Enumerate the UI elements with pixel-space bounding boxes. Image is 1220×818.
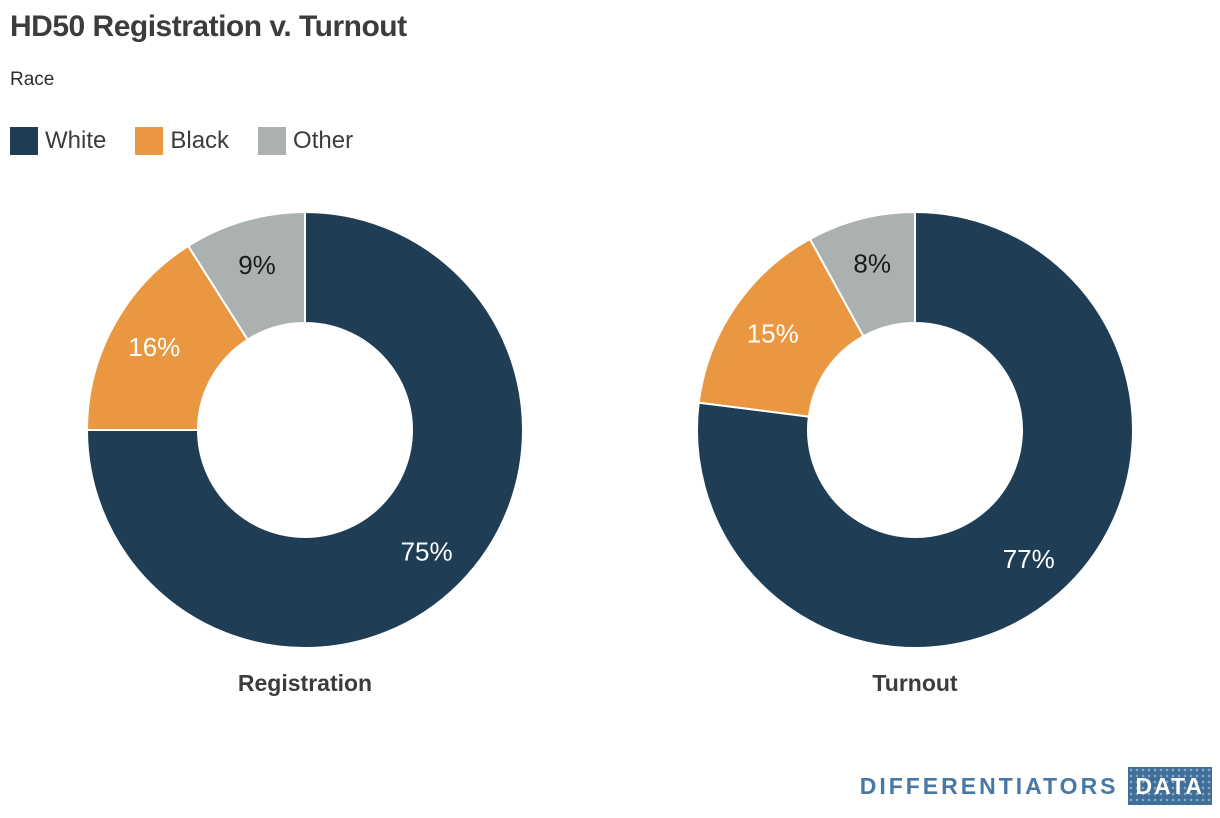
donut-chart-turnout: 77% 15% 8% bbox=[696, 210, 1134, 649]
chart-caption-registration: Registration bbox=[237, 670, 373, 696]
slice-label-black: 15% bbox=[747, 318, 799, 348]
slice-label-white: 75% bbox=[401, 537, 453, 567]
legend-label: White bbox=[45, 127, 107, 154]
legend-label: Black bbox=[170, 127, 230, 154]
legend-item-white: White bbox=[10, 127, 106, 155]
legend-item-black: Black bbox=[135, 127, 229, 155]
pie-slice-white bbox=[85, 210, 524, 649]
pie-slice-other bbox=[808, 210, 916, 338]
legend-item-other: Other bbox=[258, 127, 353, 155]
legend-swatch-other bbox=[258, 127, 287, 155]
slice-label-black: 16% bbox=[128, 332, 180, 362]
brand-badge: DATA bbox=[1127, 767, 1212, 805]
page-title: HD50 Registration v. Turnout bbox=[10, 10, 407, 43]
legend-swatch-white bbox=[10, 127, 38, 155]
pie-slice-other bbox=[186, 210, 306, 342]
legend: White Black Other bbox=[10, 127, 382, 155]
donut-chart-registration: 75% 16% 9% bbox=[85, 210, 524, 649]
legend-label: Other bbox=[293, 127, 354, 154]
pie-slice-white bbox=[696, 210, 1134, 649]
slice-label-white: 77% bbox=[1003, 544, 1055, 574]
slice-label-other: 9% bbox=[238, 250, 276, 280]
chart-subtitle: Race bbox=[10, 69, 55, 90]
pie-slice-black bbox=[697, 237, 865, 418]
chart-caption-turnout: Turnout bbox=[872, 670, 958, 696]
slice-label-other: 8% bbox=[853, 249, 891, 279]
brand-name: DIFFERENTIATORS bbox=[859, 772, 1119, 799]
brand-logo: DIFFERENTIATORS DATA bbox=[860, 767, 1212, 805]
pie-slice-black bbox=[85, 244, 250, 431]
legend-swatch-black bbox=[135, 127, 164, 155]
